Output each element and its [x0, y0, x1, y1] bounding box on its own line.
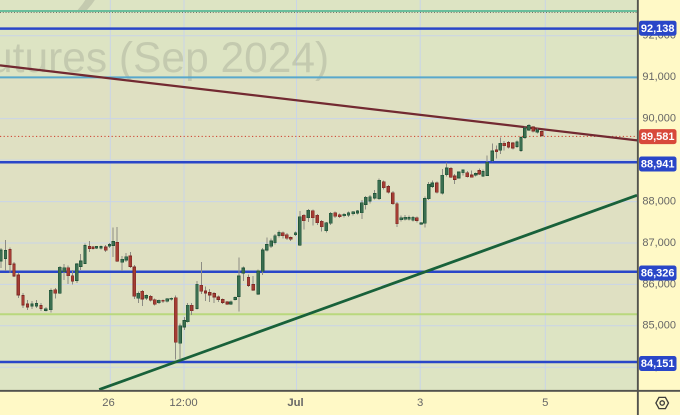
svg-text:): ) [77, 0, 114, 11]
svg-text:84,151: 84,151 [641, 358, 675, 370]
svg-text:Jul: Jul [287, 397, 303, 409]
svg-text:88,000: 88,000 [642, 196, 676, 208]
svg-text:utures (Sep 2024): utures (Sep 2024) [0, 35, 329, 82]
svg-text:3: 3 [417, 397, 423, 409]
svg-text:26: 26 [102, 397, 115, 409]
svg-text:89,581: 89,581 [641, 131, 675, 143]
svg-text:88,941: 88,941 [641, 159, 675, 171]
svg-text:86,326: 86,326 [641, 268, 675, 280]
svg-text:86,000: 86,000 [642, 278, 676, 290]
svg-text:92,138: 92,138 [641, 23, 675, 35]
svg-text:5: 5 [542, 397, 548, 409]
svg-text:91,000: 91,000 [642, 71, 676, 83]
svg-text:90,000: 90,000 [642, 113, 676, 125]
svg-text:85,000: 85,000 [642, 320, 676, 332]
svg-text:12:00: 12:00 [169, 397, 197, 409]
svg-text:87,000: 87,000 [642, 237, 676, 249]
